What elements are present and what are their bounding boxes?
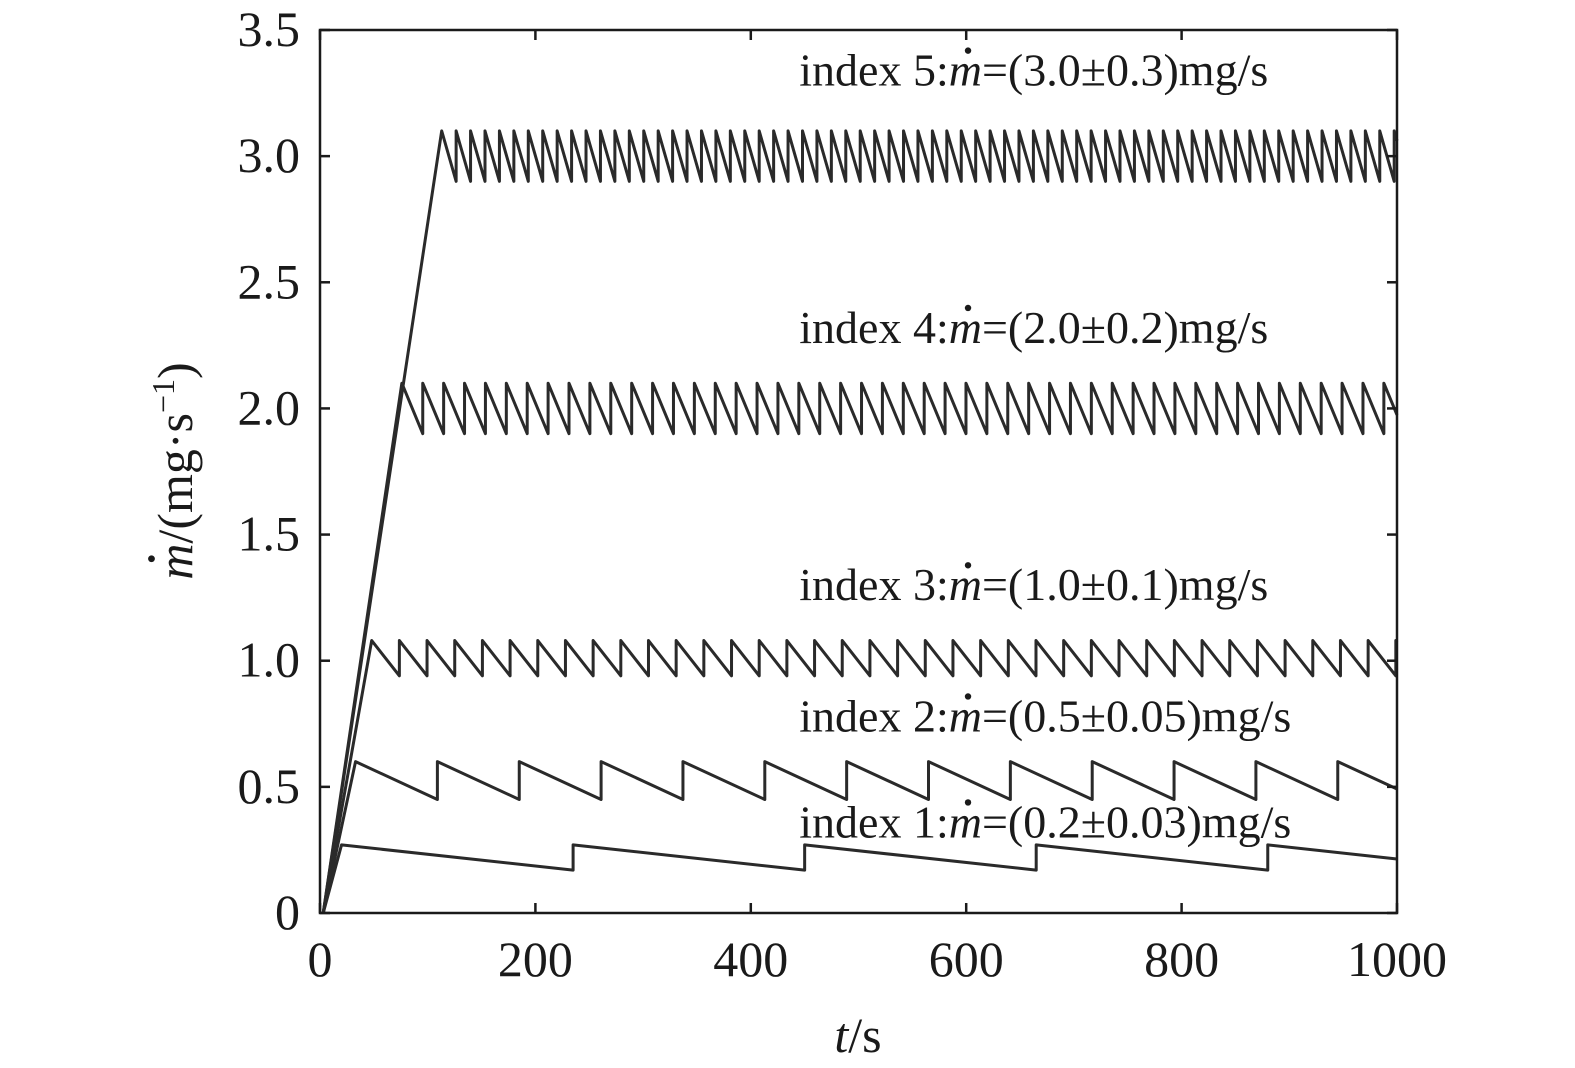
y-tick-label: 1.0 [238,632,301,688]
y-axis-close: ) [147,362,203,379]
x-tick-label: 400 [713,931,788,987]
y-tick-label: 0 [275,884,300,940]
y-axis-var: m [147,544,203,580]
annotation-dot-mark [964,562,972,569]
y-tick-label: 3.5 [238,1,301,57]
x-tick-label: 0 [308,931,333,987]
y-tick-label: 1.5 [238,506,301,562]
y-axis-dot-mark [148,555,155,563]
y-tick-label: 3.0 [238,127,301,183]
y-axis-unit: /(mg·s [147,413,203,544]
annotation-index-5: index 5:m=(3.0±0.3)mg/s [799,45,1268,96]
series-index-2 [321,760,1398,914]
x-axis-label: t/s [834,1007,881,1063]
annotation-layer: index 5:m=(3.0±0.3)mg/s index 4:m=(2.0±0.… [799,45,1291,848]
annotation-index-1: index 1:m=(0.2±0.03)mg/s [799,796,1291,847]
annotation-dot-mark [964,304,972,312]
series-layer [321,129,1399,914]
x-tick-label: 1000 [1347,931,1447,987]
y-axis-sup: −1 [145,379,181,413]
x-axis-var: t [834,1007,849,1063]
annotation-dot-mark [964,47,972,54]
annotation-index-2: index 2:m=(0.5±0.05)mg/s [799,690,1291,741]
series-index-5 [321,129,1399,914]
series-index-4 [321,381,1399,914]
series-index-3 [321,639,1399,914]
y-tick-label: 2.0 [238,379,301,435]
x-axis-unit: /s [848,1007,881,1063]
annotation-dot-mark [964,693,972,700]
annotation-index-3: index 3:m=(1.0±0.1)mg/s [799,559,1268,610]
annotation-dot-mark [964,799,972,806]
x-tick-label: 200 [498,931,573,987]
x-tick-label: 800 [1144,931,1219,987]
tick-layer: 0 200 400 600 800 1000 0 0.5 1.0 1.5 2.0 2.5 3.0 3.5 [238,1,1448,987]
y-axis-label-group: m/(mg·s−1) [145,362,203,579]
y-tick-label: 0.5 [238,758,301,814]
annotation-index-4: index 4:m=(2.0±0.2)mg/s [799,302,1268,353]
series-index-1 [321,843,1398,914]
y-axis-label: m/(mg·s−1) [145,362,203,579]
plot-frame [318,28,1399,915]
x-tick-label: 600 [929,931,1004,987]
y-tick-label: 2.5 [238,253,301,309]
